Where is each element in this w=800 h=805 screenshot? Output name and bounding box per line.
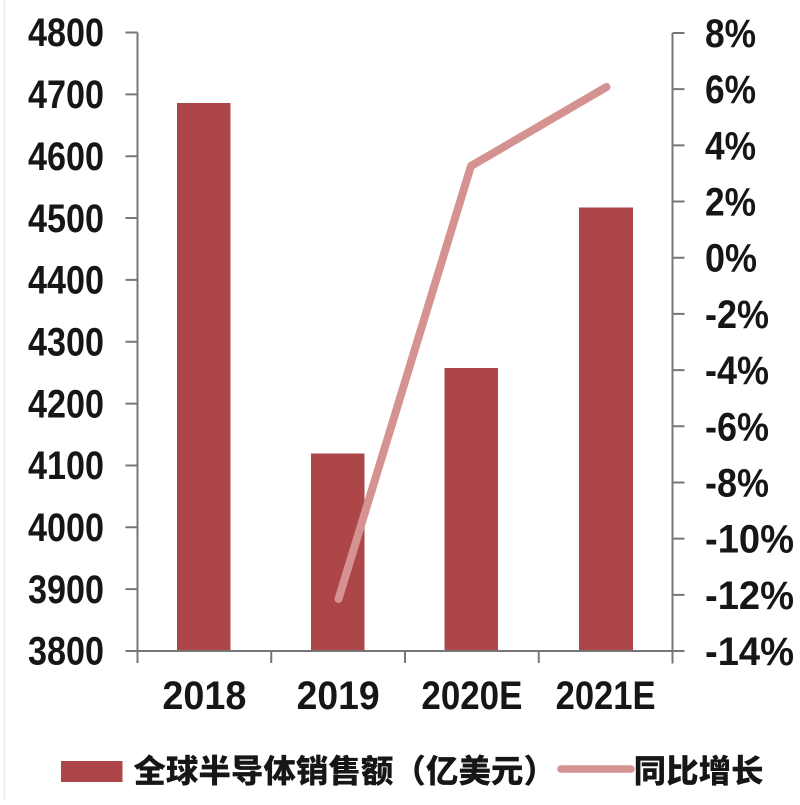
svg-text:2018: 2018 (162, 674, 246, 718)
svg-text:-2%: -2% (705, 293, 769, 337)
svg-text:4400: 4400 (28, 259, 104, 303)
svg-text:3900: 3900 (28, 568, 104, 612)
svg-text:4000: 4000 (28, 506, 104, 550)
svg-text:0%: 0% (705, 237, 757, 281)
svg-text:2021E: 2021E (556, 674, 656, 718)
svg-text:4500: 4500 (28, 197, 104, 241)
svg-text:3800: 3800 (28, 630, 104, 674)
svg-text:-10%: -10% (705, 518, 794, 562)
svg-text:4%: 4% (705, 124, 756, 168)
svg-text:4300: 4300 (28, 320, 104, 364)
svg-text:4800: 4800 (28, 11, 104, 55)
svg-text:-4%: -4% (705, 349, 769, 393)
svg-text:4700: 4700 (28, 73, 104, 117)
svg-text:8%: 8% (705, 12, 756, 56)
svg-text:-14%: -14% (705, 630, 794, 674)
svg-text:-8%: -8% (705, 462, 769, 506)
svg-text:-12%: -12% (705, 574, 794, 618)
svg-text:6%: 6% (705, 68, 756, 112)
svg-text:4600: 4600 (28, 135, 104, 179)
svg-text:4200: 4200 (28, 382, 104, 426)
svg-text:2%: 2% (705, 181, 756, 225)
svg-text:2020E: 2020E (421, 674, 522, 718)
svg-text:-6%: -6% (705, 405, 769, 449)
svg-text:4100: 4100 (28, 444, 104, 488)
svg-text:2019: 2019 (297, 674, 380, 718)
